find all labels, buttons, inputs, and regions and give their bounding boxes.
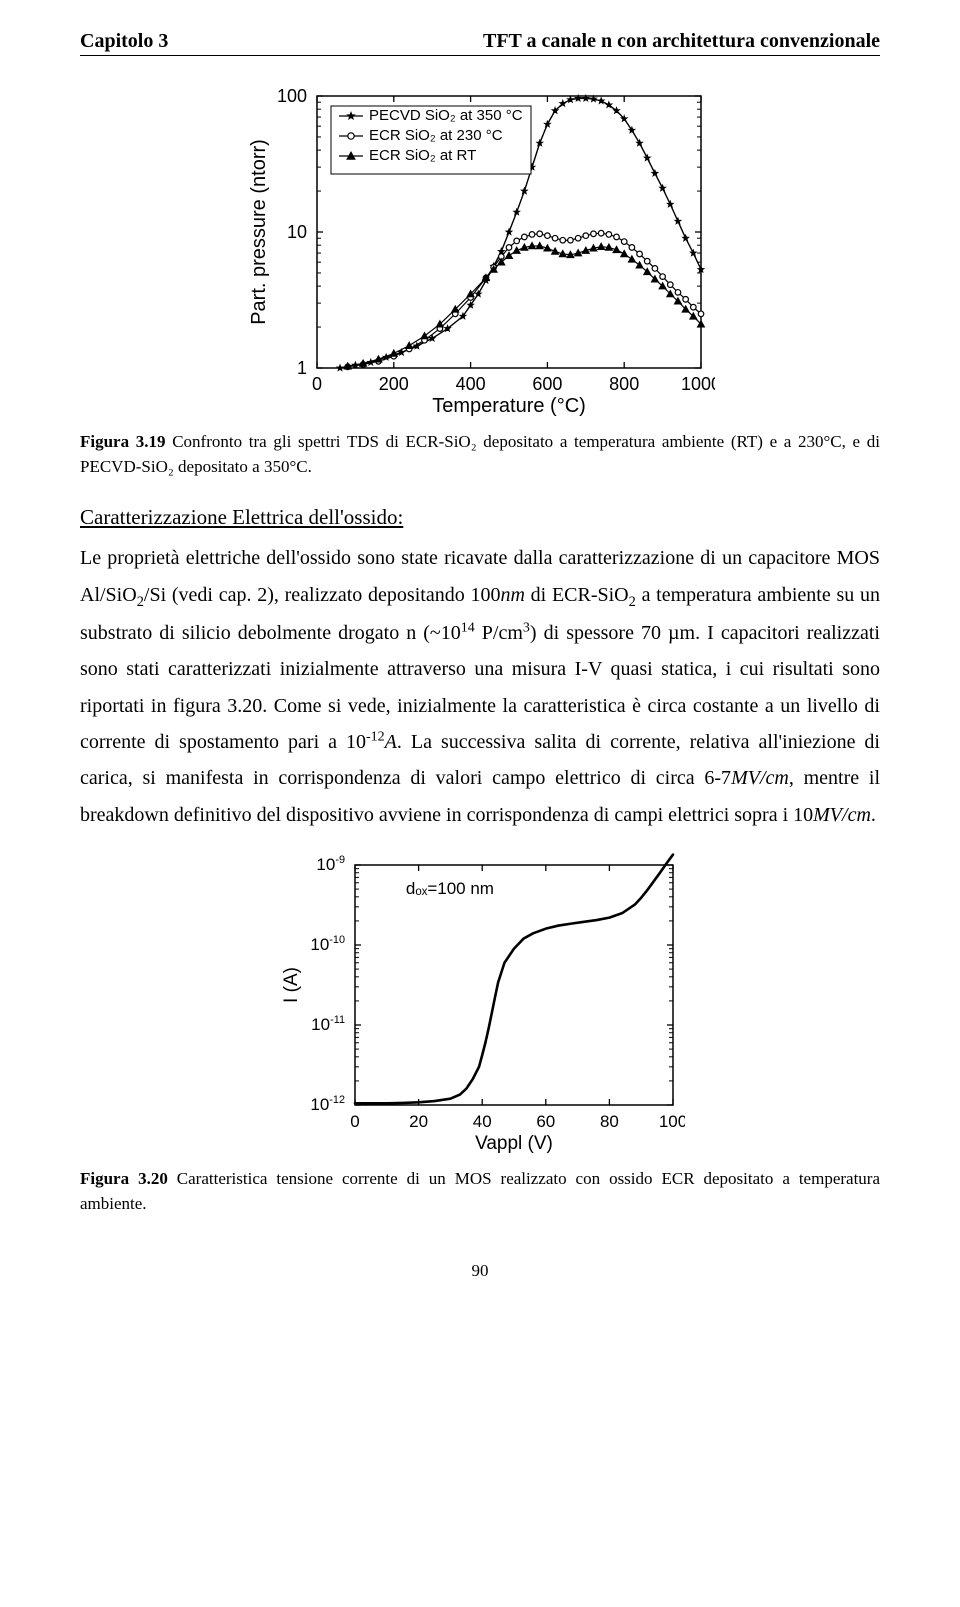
chapter-label: Capitolo 3 bbox=[80, 30, 168, 53]
svg-text:800: 800 bbox=[609, 374, 639, 394]
svg-text:PECVD SiO₂ at 350 °C: PECVD SiO₂ at 350 °C bbox=[369, 107, 523, 124]
figure-3-20-caption: Figura 3.20 Caratteristica tensione corr… bbox=[80, 1167, 880, 1216]
svg-text:600: 600 bbox=[532, 374, 562, 394]
chart1-svg: 0 200 400 600 800 1000 1 10 100 Temperature (°C) P… bbox=[245, 84, 715, 424]
svg-text:I (A): I (A) bbox=[281, 967, 302, 1003]
figure-3-19: 0 200 400 600 800 1000 1 10 100 Temperature (°C) P… bbox=[80, 84, 880, 424]
svg-text:0: 0 bbox=[312, 374, 322, 394]
svg-text:100: 100 bbox=[659, 1112, 685, 1131]
svg-text:20: 20 bbox=[409, 1112, 428, 1131]
svg-text:100: 100 bbox=[277, 86, 307, 106]
svg-text:400: 400 bbox=[456, 374, 486, 394]
svg-text:200: 200 bbox=[379, 374, 409, 394]
svg-text:40: 40 bbox=[473, 1112, 492, 1131]
svg-text:Vappl (V): Vappl (V) bbox=[475, 1133, 553, 1154]
svg-text:10: 10 bbox=[287, 222, 307, 242]
svg-text:Temperature (°C): Temperature (°C) bbox=[432, 395, 586, 417]
svg-text:60: 60 bbox=[536, 1112, 555, 1131]
svg-text:1000: 1000 bbox=[681, 374, 715, 394]
figure-3-19-caption: Figura 3.19 Confronto tra gli spettri TD… bbox=[80, 430, 880, 479]
caption1-prefix: Figura 3.19 bbox=[80, 432, 166, 451]
caption2-rest: Caratteristica tensione corrente di un M… bbox=[80, 1169, 880, 1213]
section-title: Caratterizzazione Elettrica dell'ossido: bbox=[80, 505, 880, 530]
caption2-prefix: Figura 3.20 bbox=[80, 1169, 168, 1188]
svg-text:0: 0 bbox=[350, 1112, 359, 1131]
svg-text:ECR SiO₂ at RT: ECR SiO₂ at RT bbox=[369, 147, 476, 164]
body-paragraph: Le proprietà elettriche dell'ossido sono… bbox=[80, 540, 880, 833]
svg-text:1: 1 bbox=[297, 358, 307, 378]
svg-text:80: 80 bbox=[600, 1112, 619, 1131]
svg-text:ECR SiO₂ at 230 °C: ECR SiO₂ at 230 °C bbox=[369, 127, 503, 144]
page-number: 90 bbox=[80, 1261, 880, 1281]
chapter-title: TFT a canale n con architettura convenzi… bbox=[483, 30, 880, 53]
svg-text:Part. pressure (ntorr): Part. pressure (ntorr) bbox=[248, 139, 270, 325]
page-header: Capitolo 3 TFT a canale n con architettu… bbox=[80, 30, 880, 56]
svg-text:dₒₓ=100 nm: dₒₓ=100 nm bbox=[406, 879, 494, 898]
caption1-rest: Confronto tra gli spettri TDS di ECR-SiO… bbox=[80, 432, 880, 476]
chart2-svg: 02040608010010-1210-1110-1010-9Vappl (V)… bbox=[275, 851, 685, 1161]
figure-3-20: 02040608010010-1210-1110-1010-9Vappl (V)… bbox=[80, 851, 880, 1161]
